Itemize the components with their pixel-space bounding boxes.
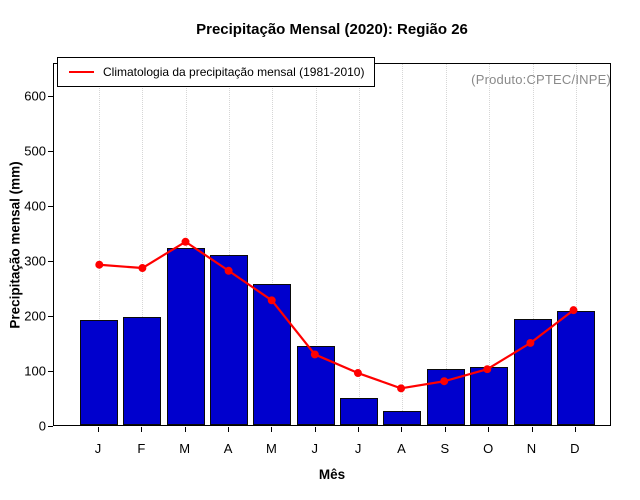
y-gridline xyxy=(142,64,144,425)
legend-label: Climatologia da precipitação mensal (198… xyxy=(103,65,365,79)
climatology-point xyxy=(181,237,190,246)
climatology-point xyxy=(397,384,406,393)
y-tick xyxy=(48,426,53,427)
climatology-point xyxy=(569,306,578,315)
y-tick-label: 500 xyxy=(24,143,46,159)
x-tick-label: F xyxy=(137,441,146,456)
x-tick xyxy=(401,427,403,432)
bar-a-3 xyxy=(210,255,249,425)
y-gridline xyxy=(315,64,317,425)
y-gridline xyxy=(99,64,100,425)
y-tick-label: 100 xyxy=(24,363,46,379)
y-gridline xyxy=(402,64,404,425)
y-gridline xyxy=(359,64,361,425)
x-tick-label: A xyxy=(223,441,233,456)
annotation-produto: (Produto:CPTEC/INPE) xyxy=(471,72,611,87)
y-gridline xyxy=(229,64,231,425)
y-tick-label: 300 xyxy=(24,253,46,269)
climatology-point xyxy=(310,350,319,359)
y-tick xyxy=(48,96,53,97)
x-tick xyxy=(574,427,576,432)
y-tick-label: 600 xyxy=(24,88,46,104)
y-gridline xyxy=(272,64,274,425)
y-tick xyxy=(48,206,53,207)
x-tick-label: A xyxy=(397,441,406,456)
plot-box xyxy=(53,63,611,426)
y-gridline xyxy=(532,64,534,425)
climatology-point xyxy=(267,296,276,305)
x-tick-label: M xyxy=(179,441,191,456)
x-tick xyxy=(531,427,533,432)
y-tick-label: 400 xyxy=(24,198,46,214)
climatology-point xyxy=(483,365,492,374)
bar-j-0 xyxy=(80,319,118,425)
y-gridline xyxy=(445,64,447,425)
y-gridline xyxy=(575,64,577,425)
bar-f-1 xyxy=(123,316,162,425)
bar-d-11 xyxy=(556,311,595,425)
x-tick-label: J xyxy=(354,441,362,456)
x-tick xyxy=(141,427,143,432)
legend: Climatologia da precipitação mensal (198… xyxy=(57,57,375,87)
climatology-line xyxy=(99,240,575,390)
x-tick-label: M xyxy=(265,441,277,456)
x-tick xyxy=(98,427,99,432)
y-tick-label: 200 xyxy=(24,308,46,324)
x-tick-label: D xyxy=(570,441,580,456)
climatology-line-layer xyxy=(95,237,578,393)
x-tick xyxy=(184,427,186,432)
x-axis-label: Mês xyxy=(318,467,346,482)
y-tick xyxy=(48,261,53,262)
x-tick xyxy=(488,427,490,432)
climatology-point xyxy=(353,369,362,378)
legend-line-swatch xyxy=(69,71,94,73)
x-tick-label: S xyxy=(440,441,450,456)
x-tick-label: N xyxy=(526,441,537,456)
climatology-point xyxy=(440,377,449,386)
bar-j-6 xyxy=(340,397,379,425)
y-gridline xyxy=(489,64,491,425)
climatology-point xyxy=(526,338,535,347)
y-tick xyxy=(48,151,53,152)
bar-j-5 xyxy=(296,346,335,425)
x-tick-label: J xyxy=(94,441,102,456)
chart-title: Precipitação Mensal (2020): Região 26 xyxy=(196,21,468,38)
x-tick xyxy=(444,427,446,432)
climatology-point xyxy=(95,260,104,269)
x-tick-label: J xyxy=(311,441,319,456)
x-tick xyxy=(228,427,230,432)
x-tick xyxy=(358,427,360,432)
y-axis-label: Precipitação mensal (mm) xyxy=(7,161,23,329)
y-tick xyxy=(48,371,53,372)
bar-n-10 xyxy=(513,319,552,425)
bar-a-7 xyxy=(383,410,422,425)
y-tick xyxy=(48,316,53,317)
y-tick-label: 0 xyxy=(38,418,46,434)
bar-m-2 xyxy=(166,248,205,425)
climatology-point xyxy=(138,264,147,272)
x-tick xyxy=(314,427,316,432)
x-tick xyxy=(271,427,273,432)
climatology-point xyxy=(224,266,233,275)
bar-m-4 xyxy=(253,284,292,425)
x-tick-label: O xyxy=(483,441,494,456)
